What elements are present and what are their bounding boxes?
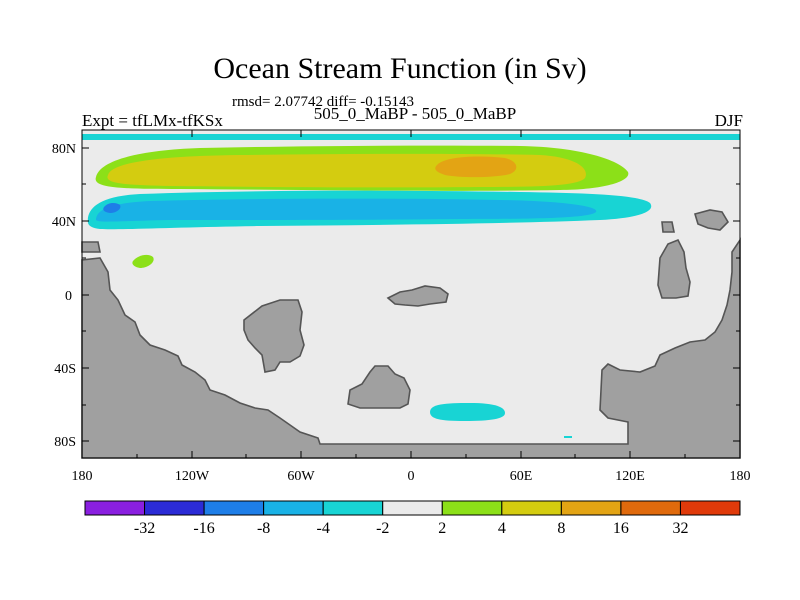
case-label: 505_0_MaBP - 505_0_MaBP bbox=[313, 104, 517, 123]
colorbar-label: 4 bbox=[498, 520, 506, 537]
land-west-coast-bit bbox=[81, 241, 101, 253]
tiny-cyan-patch bbox=[564, 436, 572, 438]
land-island-ne bbox=[693, 209, 730, 231]
colorbar-label: -16 bbox=[193, 520, 214, 537]
y-tick-marks bbox=[82, 147, 740, 442]
land-americas bbox=[81, 237, 741, 459]
colorbar-swatch bbox=[620, 500, 681, 516]
x-tick-label: 120W bbox=[175, 469, 210, 484]
green-patch bbox=[132, 254, 154, 268]
map-title: Ocean Stream Function (in Sv) bbox=[213, 52, 587, 85]
colorbar-swatch bbox=[501, 500, 562, 516]
colorbar-swatch bbox=[322, 500, 384, 516]
colorbar-swatch bbox=[144, 500, 205, 516]
colorbar-label: 32 bbox=[672, 520, 688, 537]
south-band-inner bbox=[96, 198, 597, 222]
land-island-center bbox=[386, 285, 449, 307]
colorbar-label: 2 bbox=[438, 520, 446, 537]
colorbar-swatch bbox=[441, 500, 503, 516]
colorbar-swatch bbox=[679, 500, 741, 516]
experiment-label: Expt = tfLMx-tfKSx bbox=[82, 111, 223, 130]
land-group bbox=[81, 209, 741, 459]
stats-label: rmsd= 2.07742 diff= -0.15143 bbox=[232, 94, 415, 110]
x-tick-label: 0 bbox=[408, 469, 415, 484]
x-tick-label: 180 bbox=[72, 469, 93, 484]
x-tick-label: 180 bbox=[730, 469, 751, 484]
colorbar: -32 -16 -8 -4 -2 2 4 8 16 32 bbox=[84, 500, 741, 537]
y-tick-label: 80N bbox=[52, 142, 76, 157]
y-tick-label: 40N bbox=[52, 215, 76, 230]
season-label: DJF bbox=[714, 111, 743, 130]
land-south-america bbox=[243, 299, 305, 373]
land-island-small bbox=[661, 221, 675, 233]
southern-cyan-patch bbox=[430, 403, 505, 421]
land-antarctic-island bbox=[347, 365, 411, 409]
north-band-core bbox=[435, 156, 517, 178]
colorbar-label: -4 bbox=[317, 520, 330, 537]
colorbar-label: -32 bbox=[134, 520, 155, 537]
y-tick-label: 80S bbox=[54, 435, 76, 450]
colorbar-swatch bbox=[382, 500, 443, 516]
land-east-asia bbox=[657, 238, 691, 299]
colorbar-label: 8 bbox=[557, 520, 565, 537]
south-band-core bbox=[103, 202, 121, 213]
colorbar-swatch bbox=[263, 500, 324, 516]
colorbar-label: -2 bbox=[376, 520, 389, 537]
colorbar-swatch bbox=[203, 500, 265, 516]
x-tick-marks bbox=[81, 130, 741, 458]
y-tick-label: 40S bbox=[54, 362, 76, 377]
colorbar-label: 16 bbox=[613, 520, 629, 537]
y-tick-label: 0 bbox=[65, 289, 72, 304]
colorbar-label: -8 bbox=[257, 520, 270, 537]
colorbar-swatch bbox=[84, 500, 146, 516]
x-tick-label: 60E bbox=[510, 469, 533, 484]
x-tick-label: 120E bbox=[615, 469, 645, 484]
colorbar-swatch bbox=[560, 500, 622, 516]
x-tick-label: 60W bbox=[287, 469, 315, 484]
